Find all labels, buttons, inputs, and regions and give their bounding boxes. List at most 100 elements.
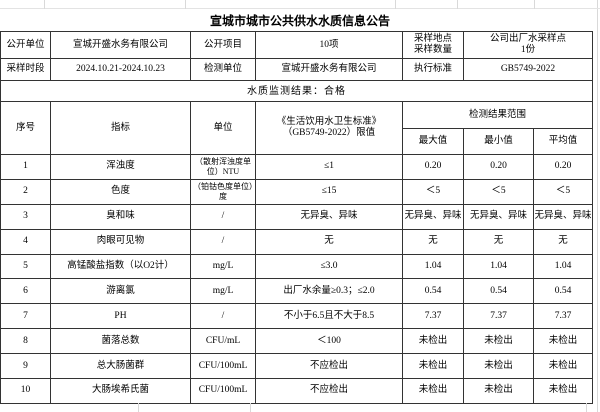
cell-indicator: 色度 (51, 179, 191, 205)
period-value: 2024.10.21-2024.10.23 (51, 59, 191, 81)
header-min: 最小值 (464, 129, 534, 155)
cell-avg: 未检出 (534, 354, 593, 380)
cell-max: 7.37 (403, 304, 464, 330)
sampling-point-label: 采样地点 采样数量 (403, 32, 464, 59)
cell-unit: CFU/100mL (191, 379, 256, 404)
results-table-header: 序号 指标 单位 《生活饮用水卫生标准》 （GB5749-2022）限值 检测结… (0, 101, 593, 155)
sampling-point-value-line1: 公司出厂水采样点 (489, 34, 566, 44)
sampling-point-label-line1: 采样地点 (413, 34, 452, 44)
cell-seq: 6 (1, 279, 51, 305)
cell-limit: 不应检出 (256, 379, 403, 404)
cell-indicator: 游离氯 (51, 279, 191, 305)
cell-indicator: 大肠埃希氏菌 (51, 379, 191, 404)
page-title-text: 宣城市城市公共供水水质信息公告 (209, 13, 390, 28)
cell-max: 0.20 (403, 155, 464, 180)
cell-seq: 2 (1, 179, 51, 205)
cell-indicator: 浑浊度 (51, 155, 191, 180)
results-table-body: 1 浑浊度 （散射浑浊度单位）NTU ≤1 0.20 0.20 0.20 2 色… (0, 154, 593, 404)
gridline (185, 0, 186, 9)
header-avg: 平均值 (534, 129, 593, 155)
cell-unit: / (191, 229, 256, 255)
header-limit-line2: （GB5749-2022）限值 (282, 128, 376, 138)
cell-indicator: 高锰酸盐指数（以O2计） (51, 254, 191, 280)
cell-unit: / (191, 304, 256, 330)
header-limit-line1: 《生活饮用水卫生标准》 (276, 117, 382, 127)
cell-min: 0.20 (464, 155, 534, 180)
header-max: 最大值 (403, 129, 464, 155)
cell-unit: / (191, 204, 256, 230)
cell-min: 无异臭、异味 (464, 204, 534, 230)
cell-min: 1.04 (464, 254, 534, 280)
cell-indicator: 总大肠菌群 (51, 354, 191, 380)
cell-limit: ≤1 (256, 155, 403, 180)
gridline (250, 403, 251, 412)
header-result-range: 检测结果范围 (403, 102, 593, 129)
cell-min: 0.54 (464, 279, 534, 305)
cell-limit: 不应检出 (256, 354, 403, 380)
cell-max: 未检出 (403, 329, 464, 355)
cell-seq: 5 (1, 254, 51, 280)
cell-avg: 1.04 (534, 254, 593, 280)
gridline (457, 0, 458, 9)
top-gridline-strip (0, 0, 600, 9)
standard-label: 执行标准 (403, 59, 464, 81)
open-item-label: 公开项目 (191, 32, 256, 59)
result-banner: 水质监测结果：合格 (1, 81, 593, 102)
cell-seq: 4 (1, 229, 51, 255)
cell-limit: ≤15 (256, 179, 403, 205)
gridline (586, 403, 587, 412)
cell-avg: 无异臭、异味 (534, 204, 593, 230)
cell-avg: ＜5 (534, 179, 593, 205)
cell-seq: 8 (1, 329, 51, 355)
header-indicator: 指标 (51, 102, 191, 155)
cell-limit: 无 (256, 229, 403, 255)
cell-min: 7.37 (464, 304, 534, 330)
open-unit-label: 公开单位 (1, 32, 51, 59)
test-unit-value: 宣城开盛水务有限公司 (256, 59, 403, 81)
cell-seq: 10 (1, 379, 51, 404)
cell-unit: CFU/100mL (191, 354, 256, 380)
cell-indicator: 肉眼可见物 (51, 229, 191, 255)
cell-unit: mg/L (191, 279, 256, 305)
period-label: 采样时段 (1, 59, 51, 81)
cell-min: 未检出 (464, 329, 534, 355)
cell-min: 无 (464, 229, 534, 255)
header-limit: 《生活饮用水卫生标准》 （GB5749-2022）限值 (256, 102, 403, 155)
standard-value: GB5749-2022 (464, 59, 593, 81)
cell-indicator: PH (51, 304, 191, 330)
cell-unit: mg/L (191, 254, 256, 280)
sampling-point-value-line2: 1份 (520, 45, 536, 55)
cell-limit: 无异臭、异味 (256, 204, 403, 230)
gridline (44, 0, 45, 9)
cell-limit: 不小于6.5且不大于8.5 (256, 304, 403, 330)
info-table: 公开单位 宣城开盛水务有限公司 公开项目 10项 采样地点 采样数量 公司出厂水… (0, 31, 593, 102)
cell-indicator: 菌落总数 (51, 329, 191, 355)
header-seq: 序号 (1, 102, 51, 155)
bottom-gridline-strip (0, 403, 600, 412)
cell-avg: 7.37 (534, 304, 593, 330)
cell-avg: 未检出 (534, 379, 593, 404)
cell-max: 未检出 (403, 354, 464, 380)
cell-unit: （铂钴色度单位）度 (191, 179, 256, 205)
cell-max: 0.54 (403, 279, 464, 305)
cell-max: 无异臭、异味 (403, 204, 464, 230)
cell-avg: 0.20 (534, 155, 593, 180)
gridline (534, 0, 535, 9)
cell-min: 未检出 (464, 379, 534, 404)
cell-avg: 未检出 (534, 329, 593, 355)
right-margin-gridline (597, 0, 598, 412)
cell-limit: 出厂水余量≥0.3；≤2.0 (256, 279, 403, 305)
cell-indicator: 臭和味 (51, 204, 191, 230)
cell-max: ＜5 (403, 179, 464, 205)
open-unit-value: 宣城开盛水务有限公司 (51, 32, 191, 59)
open-item-value: 10项 (256, 32, 403, 59)
sampling-point-value: 公司出厂水采样点 1份 (464, 32, 593, 59)
cell-seq: 1 (1, 155, 51, 180)
cell-avg: 0.54 (534, 279, 593, 305)
cell-limit: ≤3.0 (256, 254, 403, 280)
cell-unit: CFU/mL (191, 329, 256, 355)
gridline (138, 403, 139, 412)
cell-seq: 3 (1, 204, 51, 230)
cell-min: 未检出 (464, 354, 534, 380)
